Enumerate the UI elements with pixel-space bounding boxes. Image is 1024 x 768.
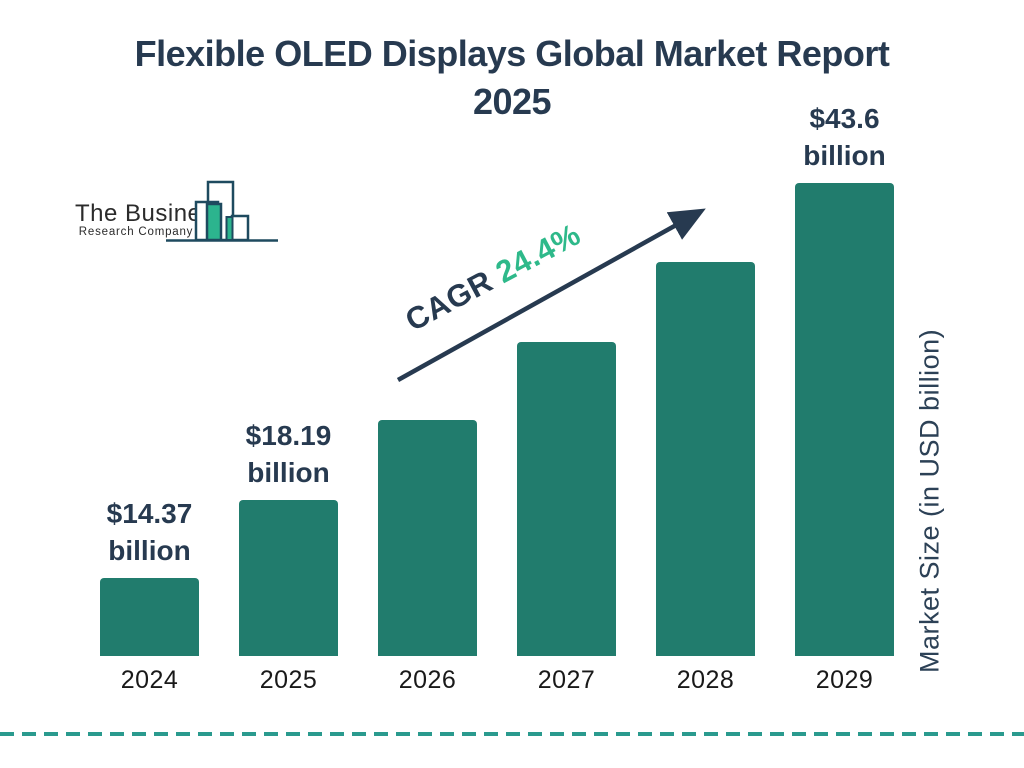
y-axis-label: Market Size (in USD billion) <box>914 328 945 674</box>
bar-2027 <box>517 342 616 656</box>
bar-column-2027: 2027 <box>517 342 616 694</box>
bar-column-2026: 2026 <box>378 420 477 694</box>
x-tick-label-2025: 2025 <box>259 666 318 694</box>
title-line-2: 2025 <box>472 81 552 122</box>
x-tick-label-2027: 2027 <box>537 666 596 694</box>
bar-2026 <box>378 420 477 656</box>
cagr-trend-arrow-icon <box>396 208 706 382</box>
bar-2024 <box>100 578 199 656</box>
bar-column-2024: 2024 $14.37 billion <box>100 498 199 694</box>
company-subname: Research Company <box>78 226 194 238</box>
logo-bars-icon <box>166 180 278 242</box>
bar-column-2029: 2029 $43.6 billion <box>795 103 894 694</box>
company-logo: The Business Research Company <box>75 178 290 248</box>
value-label-2025: $18.19 billion <box>245 420 332 488</box>
x-tick-label-2028: 2028 <box>676 666 735 694</box>
value-label-2029: $43.6 billion <box>803 103 886 171</box>
bar-2025 <box>239 500 338 656</box>
x-tick-label-2024: 2024 <box>120 666 179 694</box>
bar-chart: 2024 $14.37 billion 2025 $18.19 billion 2026 20… <box>100 103 894 694</box>
value-label-2024: $14.37 billion <box>106 498 193 566</box>
x-tick-label-2026: 2026 <box>398 666 457 694</box>
bar-2028 <box>656 262 755 656</box>
bar-column-2025: 2025 $18.19 billion <box>239 420 338 694</box>
title-line-1: Flexible OLED Displays Global Market Rep… <box>134 33 890 74</box>
x-tick-label-2029: 2029 <box>815 666 874 694</box>
page-title: Flexible OLED Displays Global Market Rep… <box>0 30 1024 126</box>
bottom-dashed-divider <box>0 732 1024 736</box>
bar-column-2028: 2028 <box>656 262 755 694</box>
bar-2029 <box>795 183 894 656</box>
